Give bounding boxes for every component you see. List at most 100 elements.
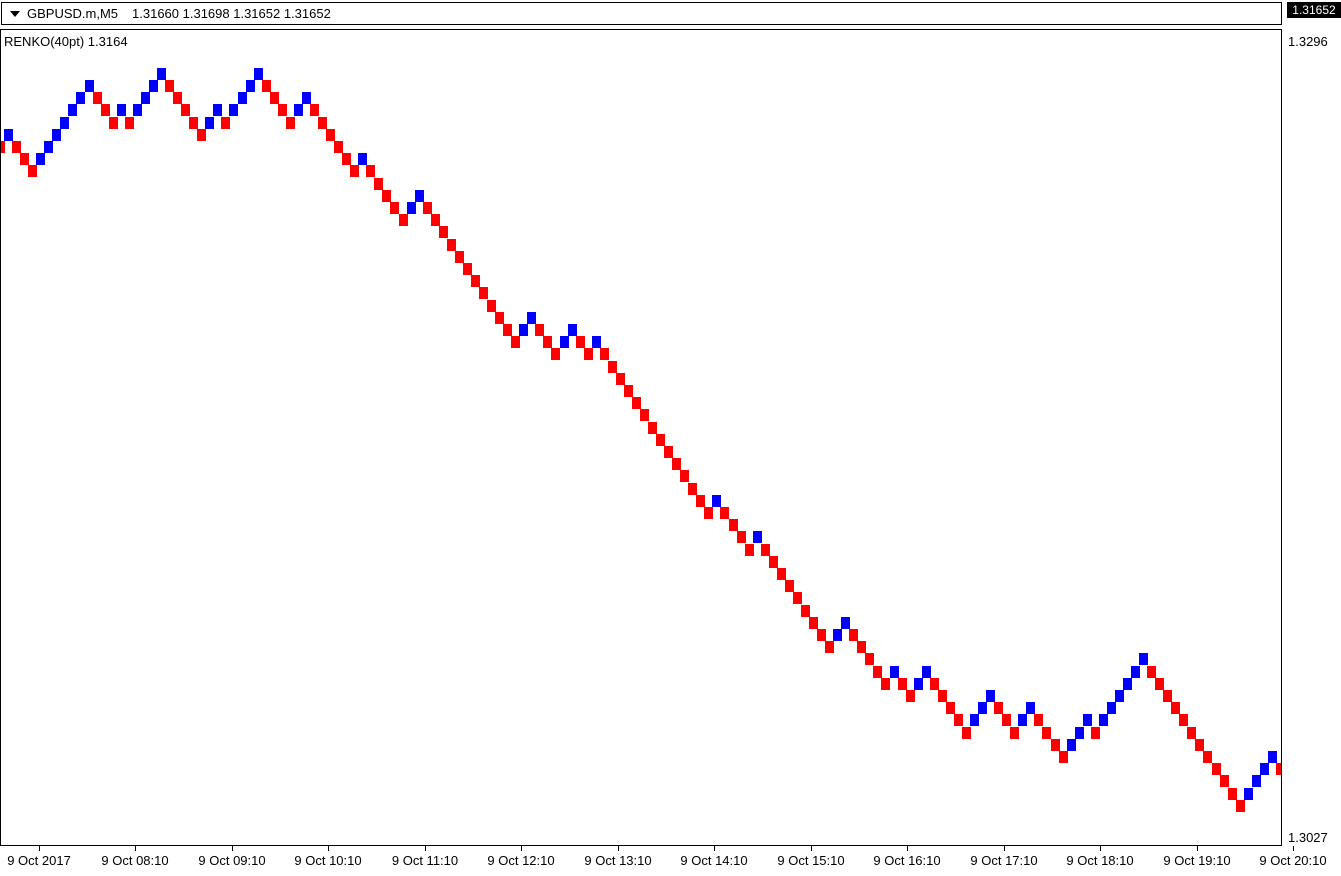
renko-brick-up (833, 629, 842, 641)
x-axis-label: 9 Oct 13:10 (584, 853, 652, 868)
renko-brick-up (1018, 714, 1027, 726)
renko-brick-down (535, 324, 544, 336)
renko-brick-up (246, 80, 255, 92)
renko-brick-up (76, 92, 85, 104)
x-axis-tick (1197, 846, 1198, 851)
x-axis-label: 9 Oct 08:10 (101, 853, 169, 868)
renko-brick-down (1276, 763, 1281, 775)
current-price-badge: 1.31652 (1287, 2, 1341, 18)
renko-brick-down (865, 653, 874, 665)
x-axis-label: 9 Oct 15:10 (777, 853, 845, 868)
renko-brick-down (608, 361, 617, 373)
x-axis-label: 9 Oct 10:10 (294, 853, 362, 868)
x-axis-tick (811, 846, 812, 851)
renko-brick-down (1002, 714, 1011, 726)
quote-bar[interactable]: GBPUSD.m,M5 1.31660 1.31698 1.31652 1.31… (1, 2, 1282, 25)
renko-brick-down (624, 385, 633, 397)
renko-brick-down (809, 617, 818, 629)
renko-brick-down (801, 605, 810, 617)
renko-brick-down (334, 141, 343, 153)
renko-brick-down (745, 544, 754, 556)
x-axis-label: 9 Oct 12:10 (487, 853, 555, 868)
renko-brick-down (1171, 702, 1180, 714)
renko-brick-up (205, 117, 214, 129)
renko-brick-down (954, 714, 963, 726)
chevron-down-icon[interactable] (10, 10, 20, 17)
renko-brick-up (914, 678, 923, 690)
x-axis-label: 9 Oct 11:10 (391, 853, 459, 868)
renko-brick-down (165, 80, 174, 92)
renko-brick-down (696, 495, 705, 507)
renko-brick-down (20, 153, 29, 165)
renko-brick-up (712, 495, 721, 507)
renko-brick-down (584, 348, 593, 360)
renko-brick-up (1131, 666, 1140, 678)
renko-brick-down (342, 153, 351, 165)
renko-brick-down (1155, 678, 1164, 690)
renko-brick-down (374, 178, 383, 190)
renko-brick-down (1034, 714, 1043, 726)
renko-brick-down (849, 629, 858, 641)
renko-brick-down (1228, 788, 1237, 800)
renko-brick-up (1083, 714, 1092, 726)
renko-brick-down (511, 336, 520, 348)
renko-brick-down (181, 104, 190, 116)
indicator-label: RENKO(40pt) 1.3164 (4, 34, 128, 49)
renko-brick-down (495, 312, 504, 324)
renko-brick-up (254, 68, 263, 80)
renko-brick-down (310, 104, 319, 116)
renko-brick-up (85, 80, 94, 92)
renko-brick-down (455, 251, 464, 263)
renko-brick-down (1051, 739, 1060, 751)
renko-brick-down (390, 202, 399, 214)
renko-brick-down (93, 92, 102, 104)
renko-brick-down (825, 641, 834, 653)
renko-brick-up (841, 617, 850, 629)
renko-brick-down (793, 592, 802, 604)
renko-brick-up (1268, 751, 1277, 763)
renko-brick-down (1163, 690, 1172, 702)
renko-brick-up (60, 117, 69, 129)
symbol-timeframe-label: GBPUSD.m,M5 (27, 6, 119, 21)
renko-brick-up (978, 702, 987, 714)
renko-brick-up (229, 104, 238, 116)
renko-brick-down (785, 580, 794, 592)
renko-brick-down (656, 434, 665, 446)
renko-brick-down (857, 641, 866, 653)
renko-brick-down (946, 702, 955, 714)
renko-brick-down (769, 556, 778, 568)
x-axis-label: 9 Oct 17:10 (970, 853, 1038, 868)
renko-brick-down (28, 165, 37, 177)
renko-brick-down (270, 92, 279, 104)
renko-brick-down (600, 348, 609, 360)
renko-brick-down (1179, 714, 1188, 726)
renko-brick-down (12, 141, 21, 153)
chart-area[interactable] (0, 29, 1282, 846)
renko-brick-down (551, 348, 560, 360)
x-axis-label: 9 Oct 14:10 (680, 853, 748, 868)
renko-brick-down (479, 287, 488, 299)
renko-brick-down (906, 690, 915, 702)
renko-brick-down (777, 568, 786, 580)
renko-brick-up (1107, 702, 1116, 714)
renko-brick-up (36, 153, 45, 165)
renko-brick-up (157, 68, 166, 80)
renko-brick-down (221, 117, 230, 129)
renko-brick-up (213, 104, 222, 116)
renko-brick-up (358, 153, 367, 165)
renko-brick-up (560, 336, 569, 348)
renko-brick-down (503, 324, 512, 336)
renko-brick-down (1220, 775, 1229, 787)
renko-brick-up (1123, 678, 1132, 690)
renko-brick-down (680, 470, 689, 482)
renko-brick-down (1203, 751, 1212, 763)
renko-brick-up (117, 104, 126, 116)
renko-brick-down (1187, 727, 1196, 739)
renko-brick-down (664, 446, 673, 458)
x-axis-tick (425, 846, 426, 851)
renko-brick-down (1147, 666, 1156, 678)
renko-brick-down (576, 336, 585, 348)
renko-brick-down (1042, 727, 1051, 739)
renko-brick-down (648, 422, 657, 434)
renko-brick-down (447, 239, 456, 251)
